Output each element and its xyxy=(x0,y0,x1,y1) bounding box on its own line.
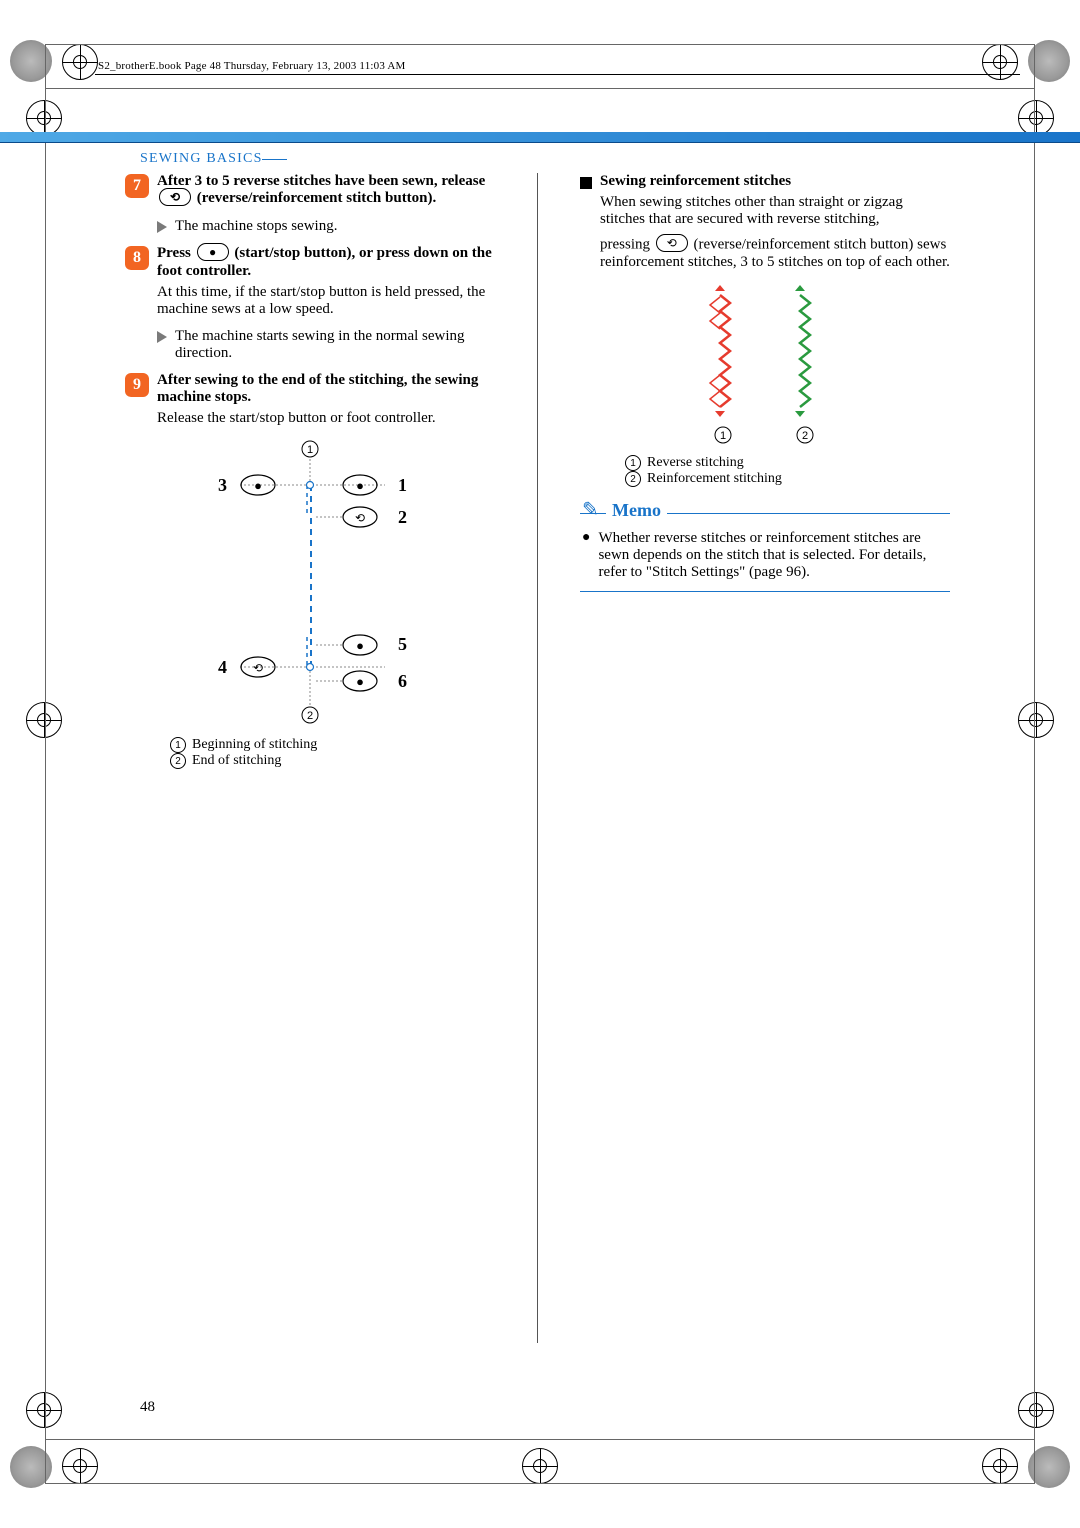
header-text: S2_brotherE.book Page 48 Thursday, Febru… xyxy=(98,60,406,72)
step7-bullet-text: The machine stops sewing. xyxy=(175,218,337,235)
caption-r1: Reverse stitching xyxy=(647,455,744,471)
header-underline xyxy=(95,74,1020,75)
step-num-9: 9 xyxy=(125,373,149,397)
svg-text:●: ● xyxy=(356,674,364,689)
caption-2: End of stitching xyxy=(192,753,281,769)
caption-num-1: 1 xyxy=(625,455,641,471)
right-para1: When sewing stitches other than straight… xyxy=(600,194,950,228)
svg-text:6: 6 xyxy=(398,671,407,691)
memo-text: Whether reverse stitches or reinforcemen… xyxy=(598,530,948,581)
step-7-body: After 3 to 5 reverse stitches have been … xyxy=(157,173,495,208)
step9-para: Release the start/stop button or foot co… xyxy=(157,410,495,427)
section-line xyxy=(262,159,287,160)
svg-text:●: ● xyxy=(254,478,262,493)
caption-num-2: 2 xyxy=(625,471,641,487)
diagram1-captions: 1 Beginning of stitching 2 End of stitchin… xyxy=(170,737,495,769)
step-9-body: After sewing to the end of the stitching… xyxy=(157,372,495,427)
square-bullet-icon xyxy=(580,177,592,189)
step8-bullet: The machine starts sewing in the normal … xyxy=(157,328,495,362)
svg-text:●: ● xyxy=(356,638,364,653)
svg-text:2: 2 xyxy=(398,507,407,527)
reinforcement-heading-text: Sewing reinforcement stitches xyxy=(600,173,791,190)
stitch-diagram: 1 2 3 ● xyxy=(180,437,440,727)
svg-text:●: ● xyxy=(356,478,364,493)
memo-title: Memo xyxy=(606,500,667,521)
section-header: SEWING BASICS xyxy=(140,151,263,167)
left-column: 7 After 3 to 5 reverse stitches have bee… xyxy=(125,173,495,1343)
arrow-icon xyxy=(157,221,167,233)
zigzag-diagram: 1 2 xyxy=(665,285,865,445)
svg-text:⟲: ⟲ xyxy=(253,661,263,675)
svg-text:4: 4 xyxy=(218,657,227,677)
step-num-7: 7 xyxy=(125,174,149,198)
step8-text-before: Press xyxy=(157,245,195,261)
caption-1: Beginning of stitching xyxy=(192,737,317,753)
svg-text:3: 3 xyxy=(218,475,227,495)
svg-text:2: 2 xyxy=(802,430,808,442)
step-8-body: Press ● (start/stop button), or press do… xyxy=(157,245,495,318)
right-column: Sewing reinforcement stitches When sewin… xyxy=(580,173,950,1343)
reverse-button-icon: ⟲ xyxy=(159,188,191,206)
step7-bullet: The machine stops sewing. xyxy=(157,218,495,235)
step-7: 7 After 3 to 5 reverse stitches have bee… xyxy=(125,173,495,208)
reinforcement-heading: Sewing reinforcement stitches xyxy=(580,173,950,190)
step-8: 8 Press ● (start/stop button), or press … xyxy=(125,245,495,318)
blue-stripe xyxy=(0,132,1080,143)
diagram2-captions: 1 Reverse stitching 2 Reinforcement stitch… xyxy=(625,455,950,487)
right-para2a: pressing xyxy=(600,236,654,252)
svg-text:1: 1 xyxy=(720,430,726,442)
start-stop-button-icon: ● xyxy=(197,243,229,261)
right-para2: pressing ⟲ (reverse/reinforcement stitch… xyxy=(600,236,950,271)
svg-text:2: 2 xyxy=(307,710,313,722)
svg-text:5: 5 xyxy=(398,634,407,654)
column-divider xyxy=(537,173,538,1343)
step7-text-after: (reverse/reinforcement stitch button). xyxy=(193,190,436,206)
step-9: 9 After sewing to the end of the stitchi… xyxy=(125,372,495,427)
step7-text-before: After 3 to 5 reverse stitches have been … xyxy=(157,173,485,189)
page-number: 48 xyxy=(140,1399,155,1416)
step8-bullet-text: The machine starts sewing in the normal … xyxy=(175,328,495,362)
arrow-icon xyxy=(157,331,167,343)
step9-title: After sewing to the end of the stitching… xyxy=(157,372,478,405)
caption-num-2: 2 xyxy=(170,753,186,769)
svg-text:1: 1 xyxy=(307,444,313,456)
step-num-8: 8 xyxy=(125,246,149,270)
bullet-dot-icon: ● xyxy=(582,530,590,581)
caption-r2: Reinforcement stitching xyxy=(647,471,782,487)
caption-num-1: 1 xyxy=(170,737,186,753)
memo-box: ✎ Memo ● Whether reverse stitches or rei… xyxy=(580,513,950,592)
svg-text:⟲: ⟲ xyxy=(355,511,365,525)
svg-text:1: 1 xyxy=(398,475,407,495)
memo-pencil-icon: ✎ xyxy=(582,497,599,522)
step8-para: At this time, if the start/stop button i… xyxy=(157,284,495,318)
reverse-button-icon: ⟲ xyxy=(656,234,688,252)
